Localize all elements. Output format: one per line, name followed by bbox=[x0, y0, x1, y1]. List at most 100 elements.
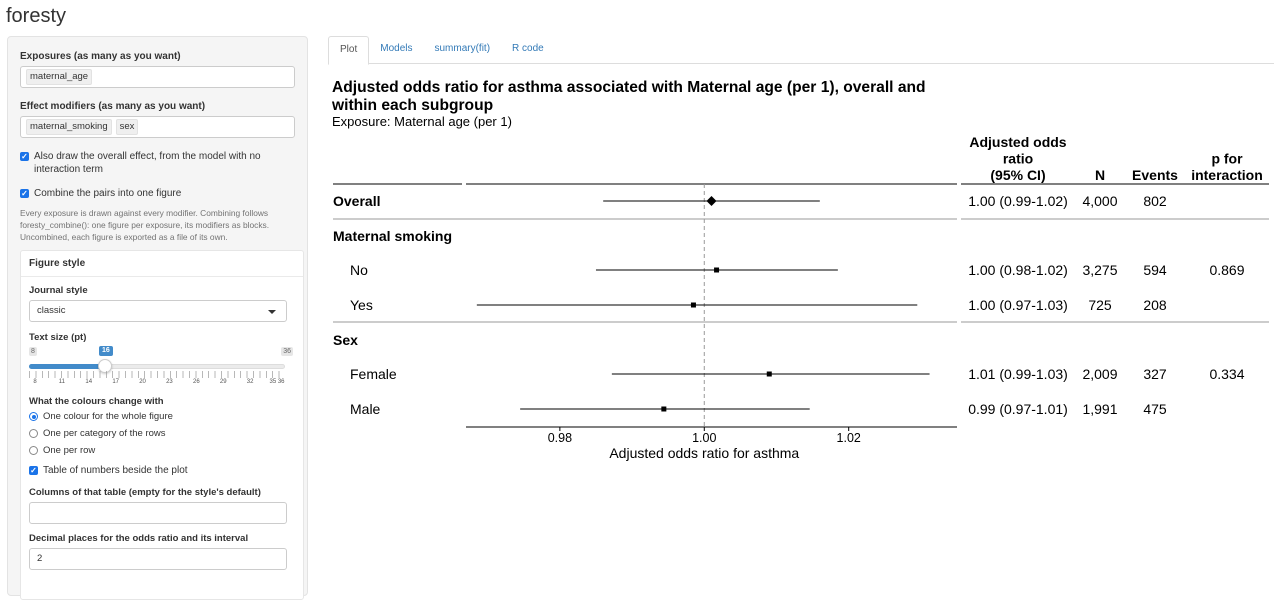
colours-label: What the colours change with bbox=[29, 396, 164, 407]
modifiers-select[interactable]: maternal_smoking sex bbox=[20, 116, 295, 138]
plot-subtitle: Exposure: Maternal age (per 1) bbox=[332, 114, 512, 129]
overall-checkbox-row[interactable]: ✓ Also draw the overall effect, from the… bbox=[20, 150, 302, 176]
column-header: (95% CI) bbox=[990, 167, 1045, 183]
or-ci-value: 1.00 (0.99-1.02) bbox=[968, 193, 1068, 209]
modifier-chip[interactable]: sex bbox=[115, 119, 139, 135]
or-ci-value: 1.01 (0.99-1.03) bbox=[968, 366, 1068, 382]
n-value: 2,009 bbox=[1082, 366, 1117, 382]
colour-option-label: One per category of the rows bbox=[43, 428, 166, 439]
row-label: Maternal smoking bbox=[333, 228, 452, 244]
tab-r-code[interactable]: R code bbox=[512, 43, 544, 54]
text-size-label: Text size (pt) bbox=[29, 332, 87, 343]
slider-tick-label: 17 bbox=[112, 379, 119, 385]
radio-button[interactable] bbox=[29, 429, 38, 438]
table-checkbox-label: Table of numbers beside the plot bbox=[43, 465, 188, 476]
radio-button[interactable] bbox=[29, 412, 38, 421]
exposures-label: Exposures (as many as you want) bbox=[20, 51, 181, 62]
exposure-chip[interactable]: maternal_age bbox=[26, 69, 93, 85]
events-value: 208 bbox=[1143, 297, 1167, 313]
colour-option-label: One colour for the whole figure bbox=[43, 411, 173, 422]
row-label: Sex bbox=[333, 332, 358, 348]
table-checkbox[interactable]: ✓ bbox=[29, 466, 38, 475]
row-label: Overall bbox=[333, 193, 380, 209]
radio-button[interactable] bbox=[29, 446, 38, 455]
row-label: Yes bbox=[350, 297, 373, 313]
decimals-label: Decimal places for the odds ratio and it… bbox=[29, 533, 249, 544]
overall-checkbox[interactable]: ✓ bbox=[20, 152, 29, 161]
plot-title: Adjusted odds ratio for asthma associate… bbox=[332, 79, 926, 114]
p-interaction-value: 0.869 bbox=[1209, 262, 1244, 278]
n-value: 3,275 bbox=[1082, 262, 1117, 278]
events-value: 594 bbox=[1143, 262, 1167, 278]
estimate-diamond bbox=[706, 196, 717, 206]
slider-tick-label: 20 bbox=[139, 379, 146, 385]
slider-tick-label: 32 bbox=[246, 379, 254, 385]
column-header: N bbox=[1095, 167, 1105, 183]
x-tick-label: 0.98 bbox=[548, 431, 572, 445]
colour-option-label: One per row bbox=[43, 445, 96, 456]
column-header: Events bbox=[1132, 167, 1178, 183]
estimate-point bbox=[714, 267, 720, 273]
columns-label: Columns of that table (empty for the sty… bbox=[29, 487, 261, 498]
or-ci-value: 1.00 (0.98-1.02) bbox=[968, 262, 1068, 278]
columns-input[interactable] bbox=[29, 502, 287, 524]
slider-tick-label: 26 bbox=[192, 379, 200, 385]
slider-value-badge: 16 bbox=[99, 346, 113, 356]
modifiers-label: Effect modifiers (as many as you want) bbox=[20, 101, 206, 112]
row-label: Male bbox=[350, 401, 381, 417]
slider-tick-label: 8 bbox=[33, 379, 37, 385]
combine-checkbox-label: Combine the pairs into one figure bbox=[34, 188, 182, 199]
combine-checkbox[interactable]: ✓ bbox=[20, 189, 29, 198]
table-checkbox-row[interactable]: ✓ Table of numbers beside the plot bbox=[29, 464, 311, 477]
figure-style-heading: Figure style bbox=[21, 251, 303, 277]
row-label: No bbox=[350, 262, 368, 278]
figure-style-panel: Figure style Journal style classic Text … bbox=[20, 250, 304, 600]
colour-option[interactable]: One per category of the rows bbox=[29, 428, 166, 439]
slider-tick-label: 35 36 bbox=[269, 379, 285, 385]
exposures-select[interactable]: maternal_age bbox=[20, 66, 295, 88]
slider-tick-label: 29 bbox=[219, 379, 227, 385]
or-ci-value: 1.00 (0.97-1.03) bbox=[968, 297, 1068, 313]
n-value: 725 bbox=[1088, 297, 1112, 313]
n-value: 4,000 bbox=[1082, 193, 1117, 209]
x-tick-label: 1.00 bbox=[692, 431, 716, 445]
combine-checkbox-row[interactable]: ✓ Combine the pairs into one figure bbox=[20, 187, 302, 200]
slider-max-label: 36 bbox=[281, 347, 293, 356]
estimate-point bbox=[690, 302, 696, 308]
modifier-chip[interactable]: maternal_smoking bbox=[26, 119, 112, 135]
row-label: Female bbox=[350, 366, 397, 382]
x-axis-label: Adjusted odds ratio for asthma bbox=[609, 445, 799, 461]
tab-bar: Plot Models summary(fit) R code bbox=[328, 36, 1274, 65]
p-interaction-value: 0.334 bbox=[1209, 366, 1244, 382]
app-title: foresty bbox=[6, 5, 67, 27]
overall-checkbox-label: Also draw the overall effect, from the m… bbox=[34, 151, 261, 175]
decimals-input[interactable]: 2 bbox=[29, 548, 287, 570]
combine-help-text: Every exposure is drawn against every mo… bbox=[20, 208, 270, 242]
journal-style-select[interactable]: classic bbox=[29, 300, 287, 322]
slider-min-label: 8 bbox=[29, 347, 37, 356]
events-value: 327 bbox=[1143, 366, 1167, 382]
colour-option[interactable]: One per row bbox=[29, 445, 95, 456]
column-header: interaction bbox=[1191, 167, 1263, 183]
estimate-point bbox=[661, 406, 667, 412]
x-tick-label: 1.02 bbox=[837, 431, 861, 445]
events-value: 475 bbox=[1143, 401, 1167, 417]
slider-ticks bbox=[29, 371, 285, 378]
journal-style-label: Journal style bbox=[29, 285, 88, 296]
tab-summary[interactable]: summary(fit) bbox=[434, 43, 491, 54]
slider-tick-label: 23 bbox=[166, 379, 173, 385]
chevron-down-icon bbox=[268, 310, 276, 314]
journal-style-value: classic bbox=[37, 305, 66, 316]
text-size-slider-fill bbox=[29, 364, 105, 369]
slider-tick-label: 14 bbox=[85, 379, 93, 385]
events-value: 802 bbox=[1143, 193, 1167, 209]
column-header: Adjusted odds bbox=[969, 134, 1066, 150]
column-header: ratio bbox=[1003, 151, 1033, 167]
n-value: 1,991 bbox=[1082, 401, 1117, 417]
tab-plot[interactable]: Plot bbox=[328, 36, 370, 65]
or-ci-value: 0.99 (0.97-1.01) bbox=[968, 401, 1068, 417]
estimate-point bbox=[766, 371, 772, 377]
tab-models[interactable]: Models bbox=[380, 43, 413, 54]
colour-option[interactable]: One colour for the whole figure bbox=[29, 411, 173, 422]
